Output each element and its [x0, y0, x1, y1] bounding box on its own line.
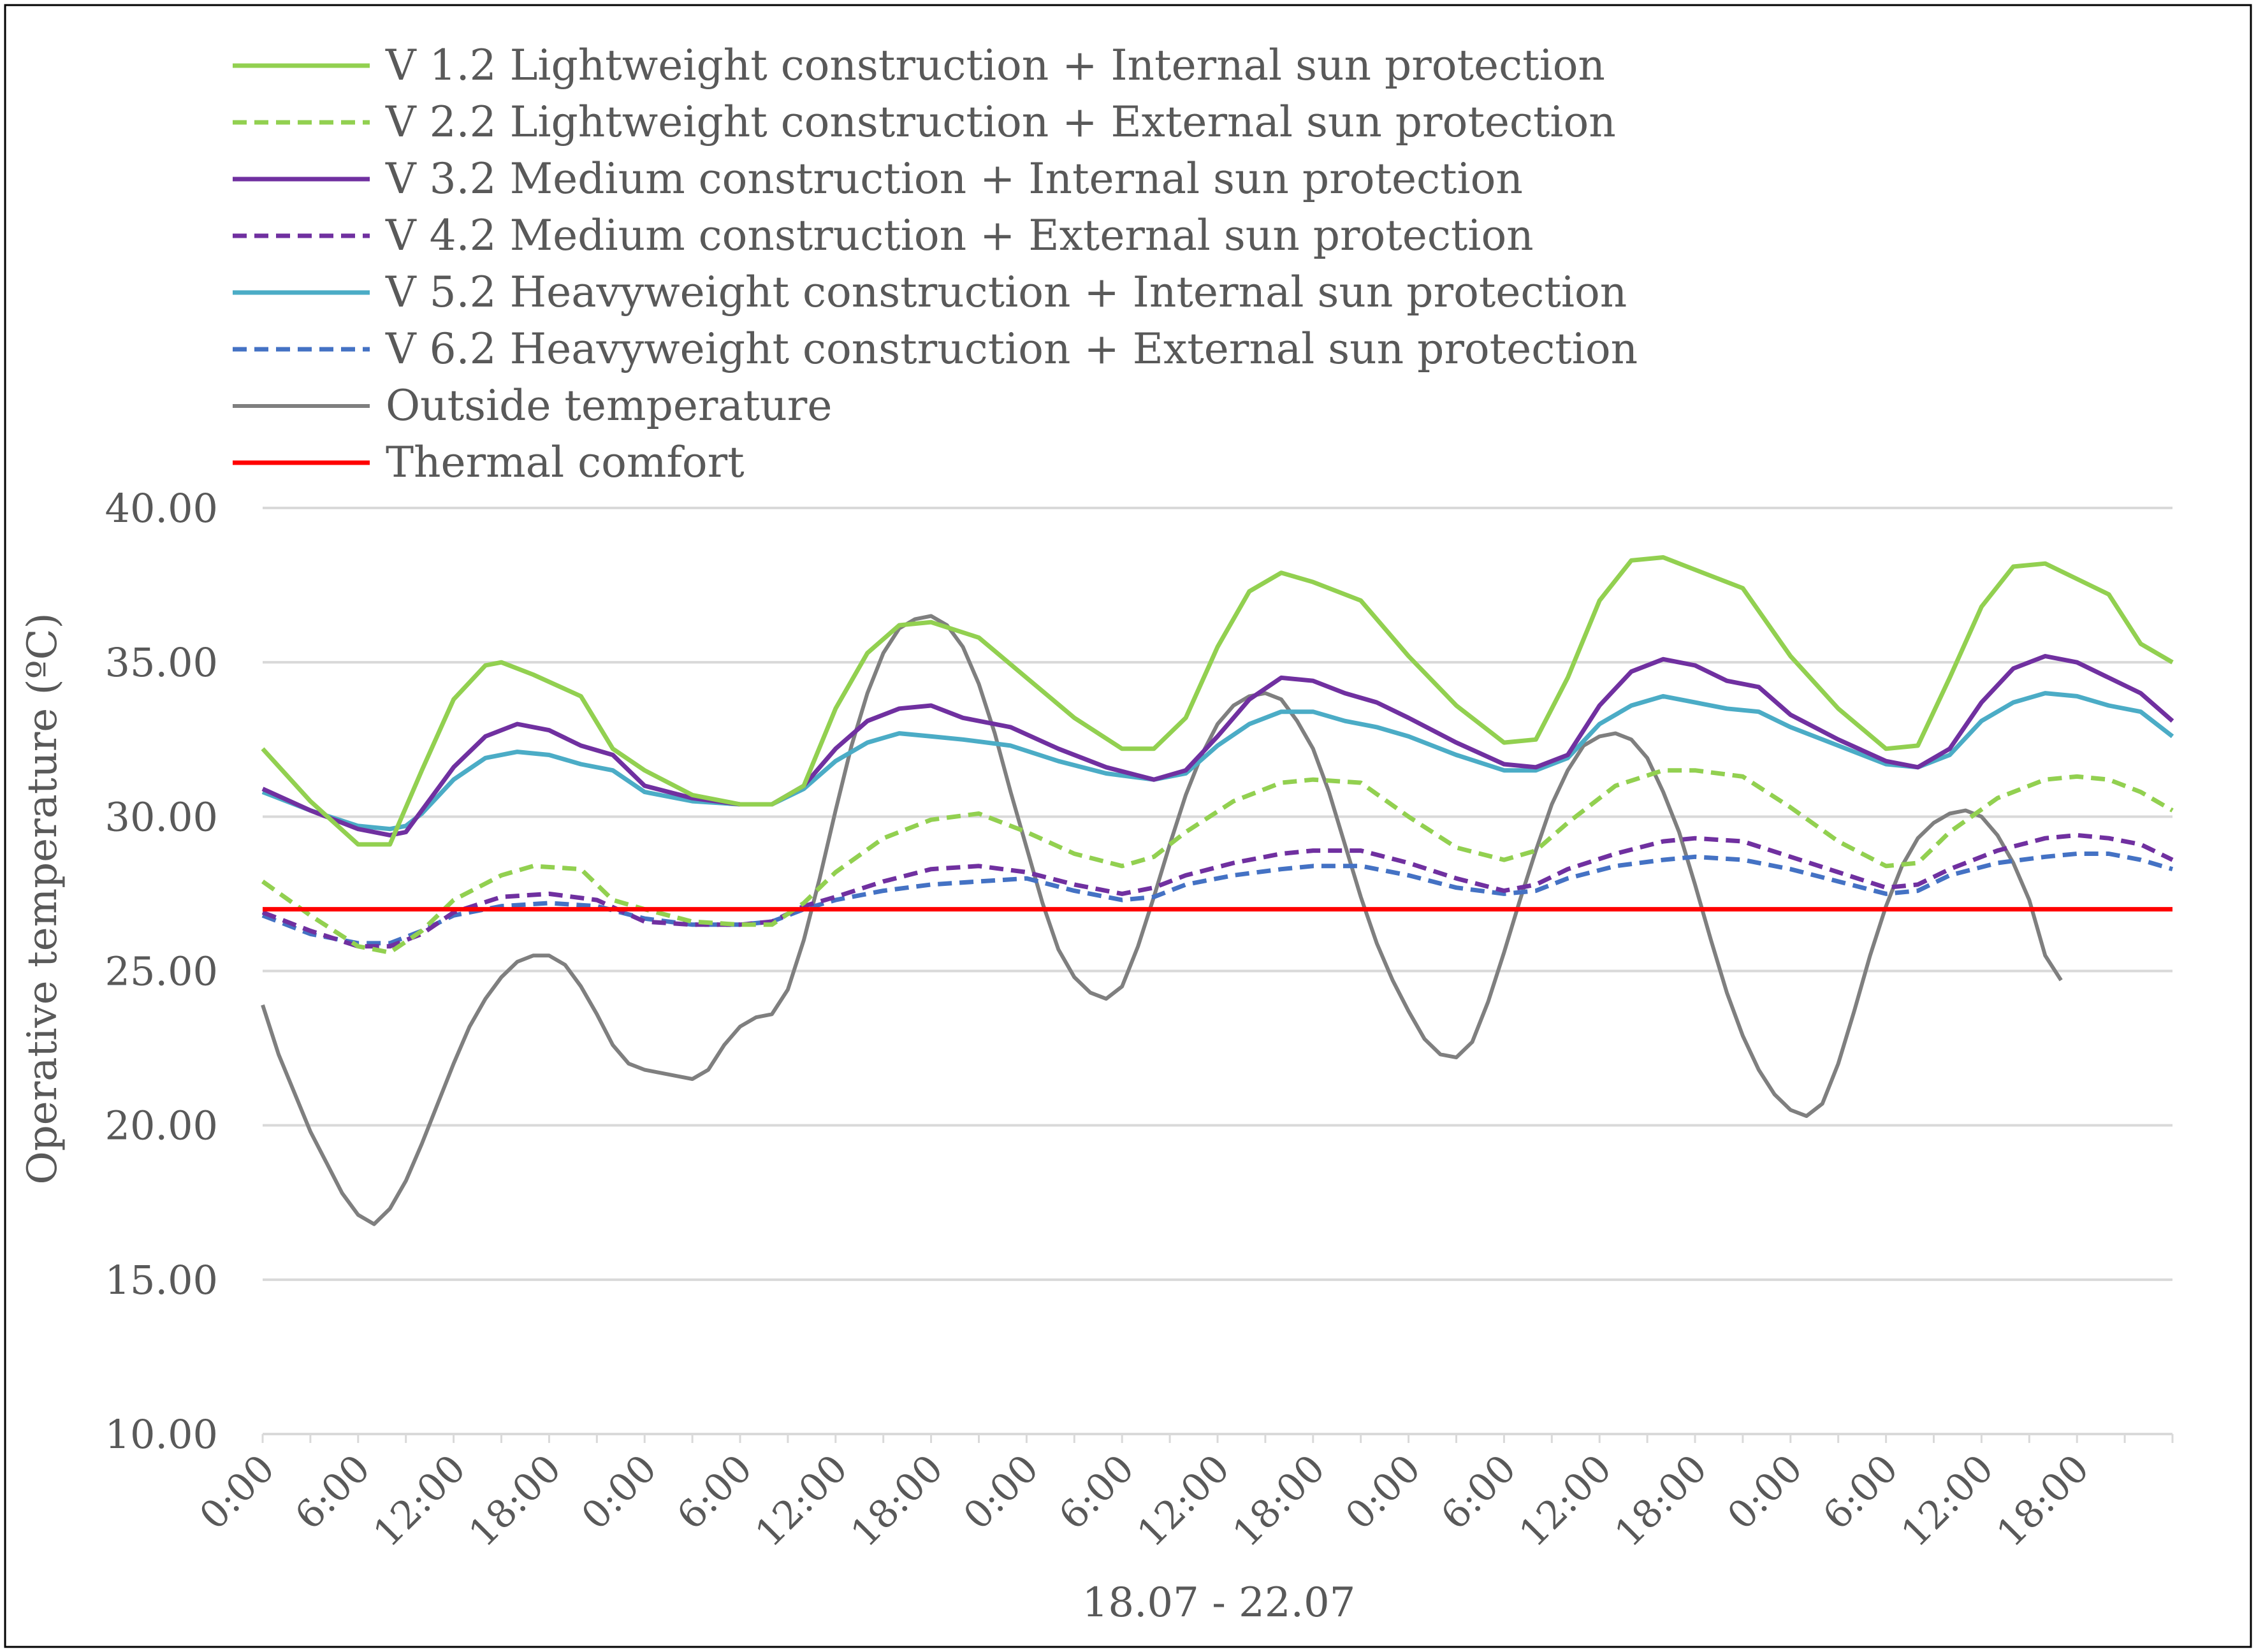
legend-label: V 1.2 Lightweight construction + Interna…	[385, 41, 1605, 90]
legend-label: V 2.2 Lightweight construction + Externa…	[385, 98, 1616, 147]
y-tick-label: 10.00	[105, 1411, 219, 1458]
y-tick-labels: 10.00 15.00 20.00 25.00 30.00 35.00 40.00	[105, 485, 219, 1458]
y-tick-label: 35.00	[105, 639, 219, 686]
series-line-1	[261, 555, 2174, 847]
legend: V 1.2 Lightweight construction + Interna…	[233, 41, 1638, 487]
y-tick-label: 25.00	[105, 948, 219, 995]
legend-label: V 6.2 Heavyweight construction + Externa…	[385, 324, 1638, 373]
y-axis-title: Operative temperature (ºC)	[19, 612, 66, 1184]
series-group	[261, 555, 2174, 1226]
y-tick-label: 20.00	[105, 1103, 219, 1149]
series-line-7	[261, 614, 2063, 1226]
legend-label: V 5.2 Heavyweight construction + Interna…	[385, 268, 1627, 317]
chart-border	[4, 4, 2252, 1648]
series-line-2	[261, 768, 2174, 955]
y-tick-label: 30.00	[105, 793, 219, 840]
legend-label: Outside temperature	[386, 381, 832, 430]
series-line-4	[261, 832, 2174, 949]
x-axis-title: 18.07 - 22.07	[1082, 1579, 1356, 1627]
series-line-5	[261, 691, 2174, 832]
series-line-6	[261, 851, 2173, 946]
legend-label: Thermal comfort	[386, 438, 745, 487]
legend-label: V 3.2 Medium construction + Internal sun…	[385, 154, 1523, 203]
y-tick-label: 15.00	[105, 1257, 219, 1303]
y-tick-label: 40.00	[105, 485, 219, 532]
x-axis-ticks	[261, 1434, 2174, 1443]
gridlines	[263, 507, 2172, 1435]
series-line-3	[261, 654, 2174, 837]
legend-label: V 4.2 Medium construction + External sun…	[385, 211, 1534, 260]
